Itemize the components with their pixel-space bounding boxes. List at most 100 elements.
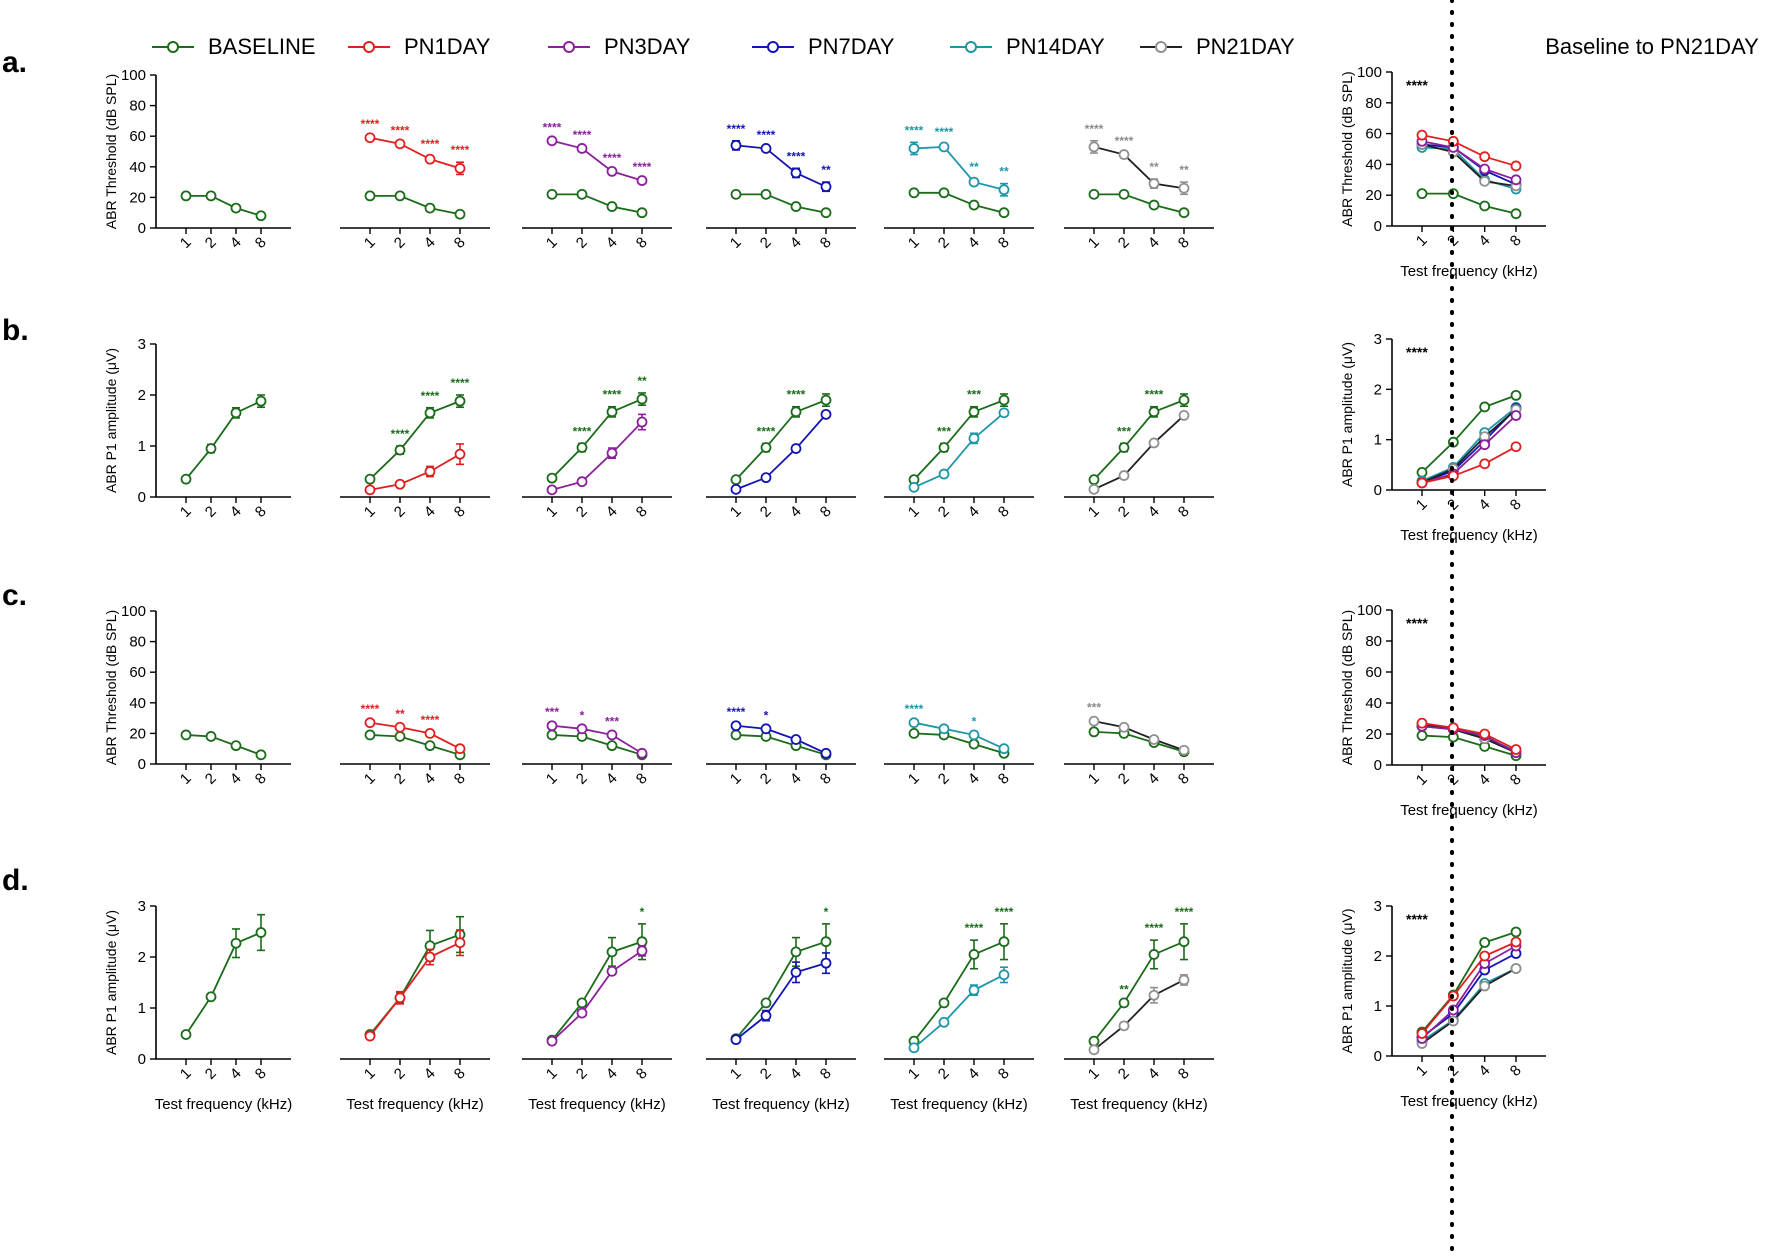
data-point: [576, 1007, 588, 1019]
x-axis-label: Test frequency (kHz): [155, 1096, 293, 1113]
significance-annotation: ****: [421, 713, 440, 727]
data-point: [1178, 409, 1190, 421]
significance-annotation: ****: [1145, 921, 1164, 935]
data-point: [546, 1035, 558, 1047]
x-tick-label: 2: [1115, 770, 1133, 788]
data-point: [1178, 394, 1190, 406]
series-line: [551, 950, 643, 1042]
x-tick-label: 1: [543, 234, 561, 252]
legend-label: PN3DAY: [604, 34, 691, 59]
series-line: [913, 721, 1005, 750]
series-line: [1421, 967, 1517, 1042]
series-line: [1093, 940, 1185, 1042]
series-line: [1093, 979, 1185, 1051]
data-point: [424, 153, 436, 165]
y-tick-label: 0: [1374, 482, 1382, 499]
x-axis-label: Test frequency (kHz): [890, 1096, 1028, 1113]
data-point: [1479, 937, 1491, 948]
legend-label: PN21DAY: [1196, 34, 1295, 59]
x-tick-label: 1: [1413, 496, 1431, 514]
x-tick-label: 8: [995, 770, 1013, 788]
y-tick-label: 100: [1357, 602, 1382, 619]
series-pn3day: [546, 413, 648, 496]
y-tick-label: 80: [1365, 633, 1382, 650]
legend-marker: [563, 41, 575, 53]
series-baseline: [1088, 726, 1190, 758]
series-line: [735, 144, 827, 188]
data-point: [1510, 926, 1522, 938]
data-point: [454, 448, 466, 460]
data-point: [424, 740, 436, 752]
data-point: [998, 394, 1010, 406]
data-point: [424, 202, 436, 214]
series-pn14day: [1416, 142, 1522, 195]
panel-d-pn7day: 1 2 4 8 Test frequency (kHz) *: [706, 905, 856, 1113]
data-point: [576, 188, 588, 200]
data-point: [1479, 151, 1491, 163]
x-tick-label: 8: [451, 234, 469, 252]
data-point: [968, 199, 980, 211]
significance-annotation: ****: [757, 424, 776, 438]
x-tick-label: 1: [177, 1065, 195, 1083]
legend-marker: [167, 41, 179, 53]
x-tick-label: 1: [1413, 771, 1431, 789]
data-point: [998, 969, 1010, 981]
series-line: [369, 734, 461, 756]
series-baseline: [1088, 188, 1190, 219]
x-tick-label: 1: [1085, 234, 1103, 252]
x-tick-label: 8: [995, 503, 1013, 521]
x-tick-label: 1: [177, 770, 195, 788]
data-point: [1088, 1035, 1100, 1047]
series-line: [735, 962, 827, 1041]
data-point: [760, 997, 772, 1009]
panel-b-pn14day: 1 2 4 8 *** ***: [884, 388, 1034, 521]
series-pn14day: [1416, 402, 1522, 487]
x-tick-label: 1: [905, 1065, 923, 1083]
series-line: [913, 940, 1005, 1042]
data-point: [394, 992, 406, 1004]
x-tick-label: 1: [543, 770, 561, 788]
y-tick-label: 40: [129, 695, 146, 712]
significance-annotation: **: [821, 163, 831, 177]
data-point: [636, 207, 648, 219]
x-tick-label: 8: [1507, 1062, 1525, 1080]
x-tick-label: 1: [1413, 1062, 1431, 1080]
data-point: [606, 965, 618, 977]
y-axis-label: ABR P1 amplitude (μV): [1339, 908, 1355, 1053]
data-point: [394, 731, 406, 742]
x-tick-label: 4: [227, 234, 245, 252]
data-point: [1416, 466, 1428, 478]
data-point: [255, 210, 267, 222]
data-point: [1088, 1044, 1100, 1056]
data-point: [394, 721, 406, 733]
series-baseline: [364, 729, 466, 761]
significance-annotation: **: [1149, 160, 1159, 174]
x-tick-label: 8: [633, 234, 651, 252]
series-baseline: [180, 394, 267, 485]
data-point: [968, 432, 980, 444]
x-tick-label: 4: [1145, 1065, 1163, 1083]
y-tick-label: 100: [121, 67, 146, 84]
x-tick-label: 2: [202, 770, 220, 788]
data-point: [760, 442, 772, 453]
data-point: [205, 731, 217, 742]
data-point: [364, 484, 376, 496]
data-point: [938, 997, 950, 1009]
series-pn3day: [546, 135, 648, 186]
x-tick-label: 8: [633, 1065, 651, 1083]
data-point: [1088, 474, 1100, 486]
series-line: [736, 193, 827, 214]
y-tick-label: 60: [129, 664, 146, 681]
x-tick-label: 8: [817, 770, 835, 788]
data-point: [1178, 974, 1190, 986]
data-point: [205, 190, 217, 202]
data-point: [454, 162, 466, 174]
x-tick-label: 8: [1507, 232, 1525, 250]
series-pn7day: [730, 720, 832, 759]
row-labels: a. b. c. d.: [2, 46, 29, 897]
x-tick-label: 2: [1115, 1065, 1133, 1083]
series-line: [1093, 399, 1185, 481]
data-point: [606, 447, 618, 459]
data-point: [1479, 458, 1491, 470]
significance-annotation: *: [640, 905, 645, 919]
